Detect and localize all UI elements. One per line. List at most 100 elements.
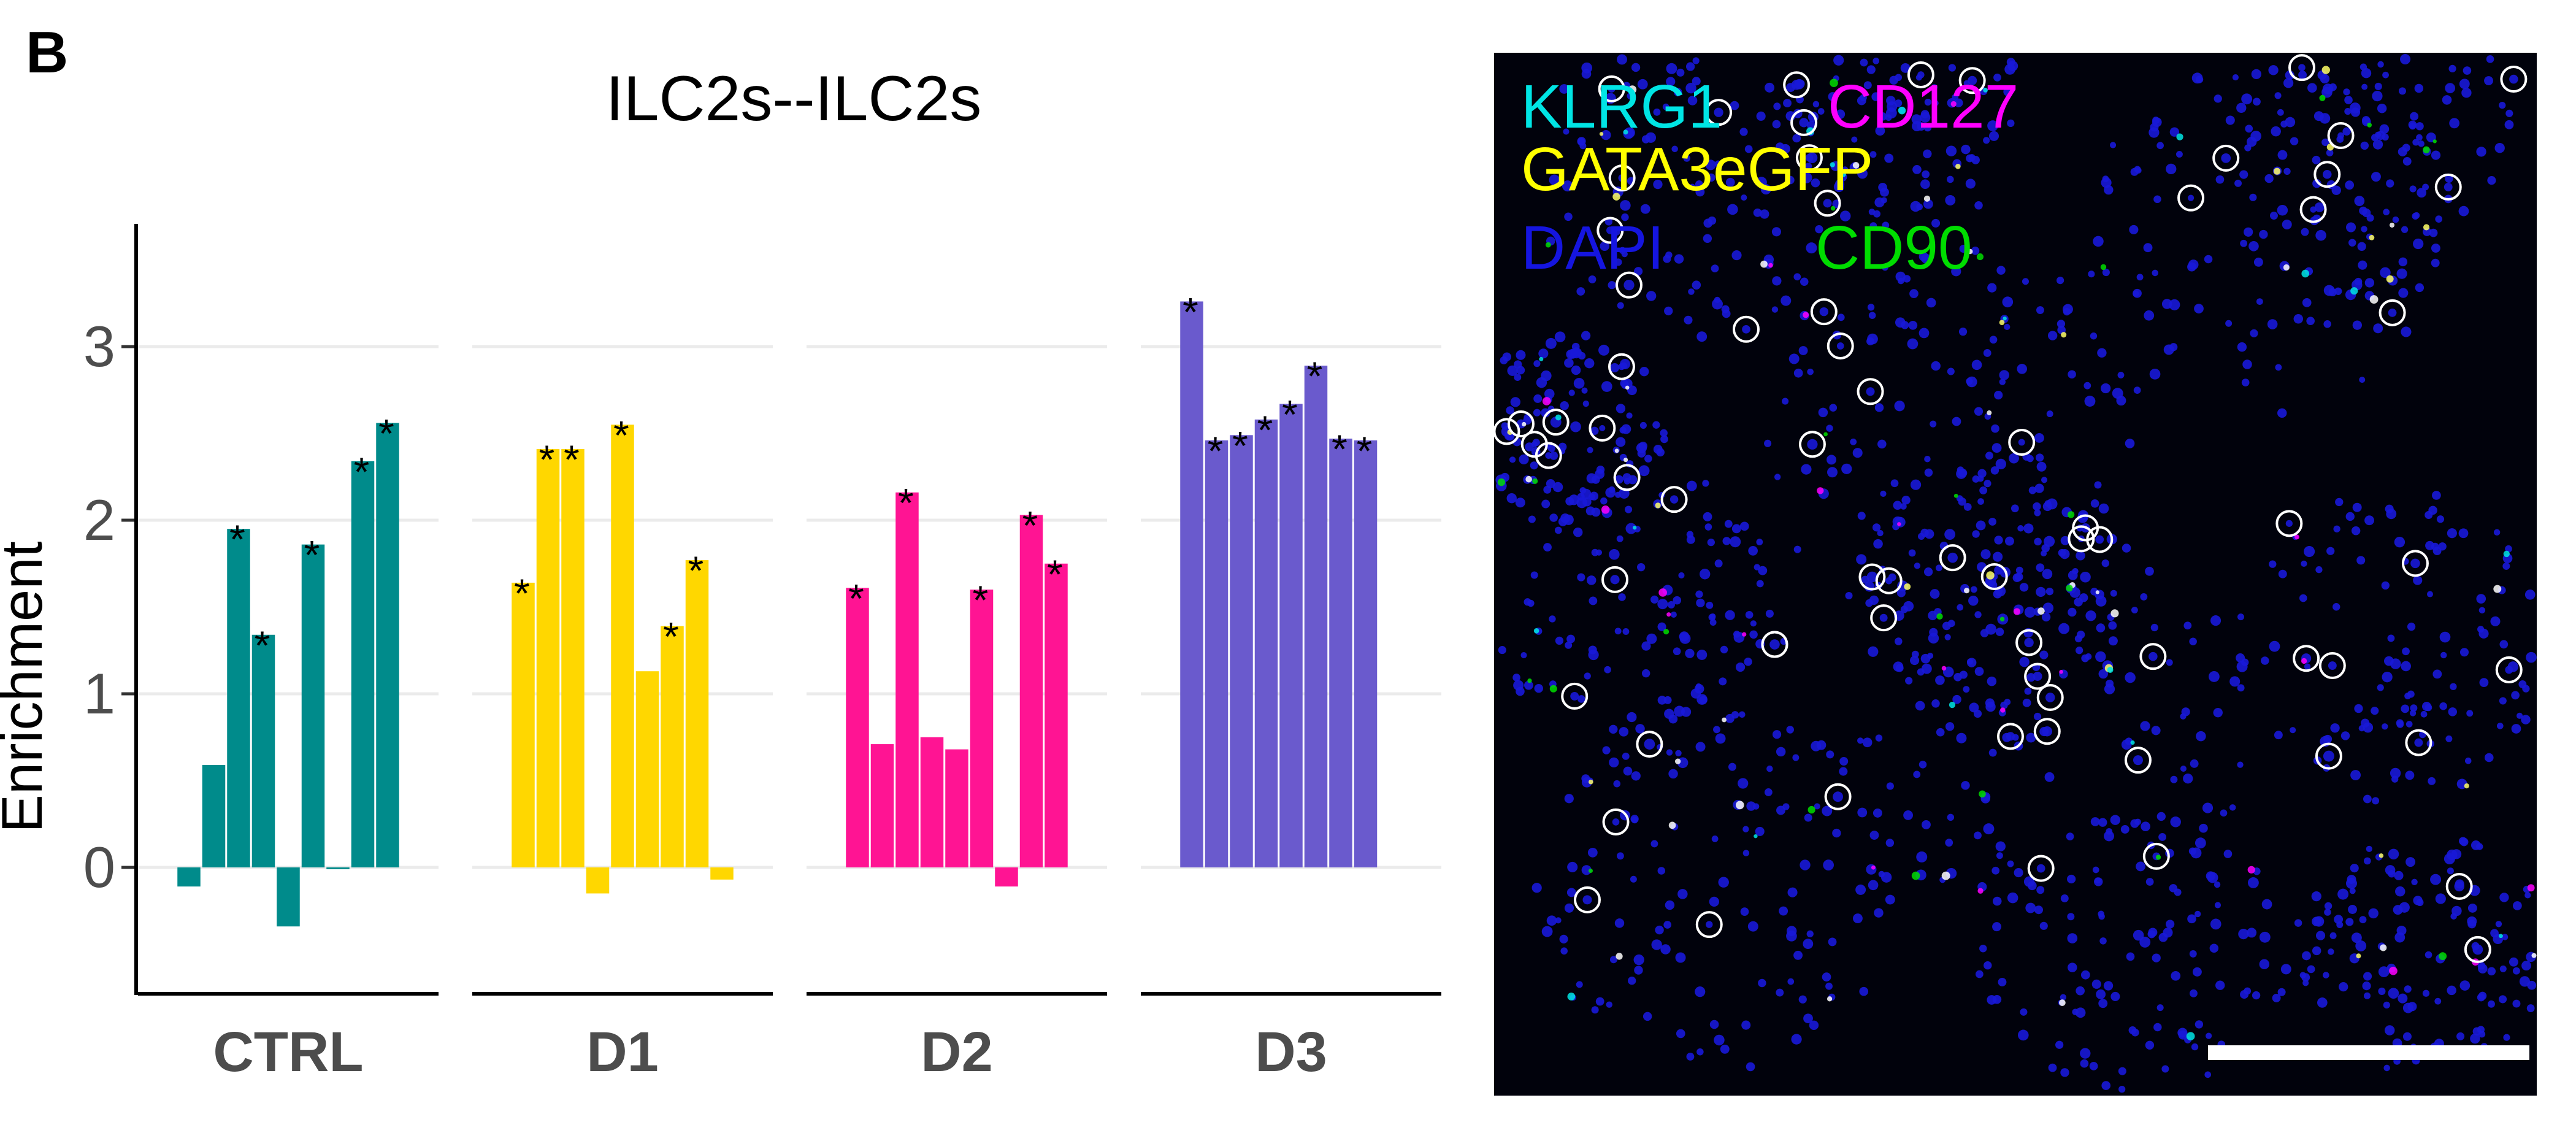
nucleus — [2006, 58, 2015, 67]
nucleus — [2033, 502, 2041, 511]
nucleus — [1547, 444, 1555, 452]
nucleus — [1983, 349, 1991, 357]
fluorescent-speck — [2059, 670, 2063, 674]
nucleus — [2402, 1032, 2412, 1041]
fluorescent-speck — [1923, 195, 1931, 202]
nucleus — [2431, 258, 2440, 267]
nucleus — [2072, 1008, 2079, 1015]
nucleus — [2415, 283, 2425, 293]
nucleus — [2034, 483, 2044, 493]
nucleus — [2339, 982, 2348, 992]
facet-ctrl: *****CTRL — [138, 345, 439, 1083]
nucleus — [1963, 686, 1970, 693]
nucleus — [1640, 204, 1650, 214]
nucleus — [2244, 144, 2252, 152]
nucleus — [1895, 271, 1906, 282]
nucleus — [2526, 651, 2537, 663]
nucleus — [2458, 206, 2469, 217]
nucleus — [1616, 404, 1626, 413]
nucleus — [2117, 371, 2125, 378]
nucleus — [1833, 182, 1844, 193]
nucleus — [1609, 956, 1617, 964]
nucleus — [2136, 274, 2144, 281]
nucleus — [2166, 163, 2177, 175]
nucleus — [2261, 656, 2269, 665]
nucleus — [1972, 475, 1980, 483]
bar — [1019, 515, 1043, 867]
fluorescent-speck — [2493, 585, 2502, 593]
nucleus — [2247, 928, 2257, 938]
facet-label: CTRL — [213, 1021, 363, 1083]
nucleus — [1877, 529, 1884, 537]
nucleus — [1776, 747, 1786, 757]
nucleus — [1653, 108, 1661, 116]
fluorescent-speck — [1614, 448, 1619, 453]
nucleus — [1599, 425, 1606, 431]
nucleus — [2253, 257, 2263, 267]
nucleus — [2060, 1068, 2069, 1077]
nucleus — [2363, 794, 2372, 804]
nucleus — [2358, 260, 2367, 270]
nucleus — [1807, 439, 1818, 450]
nucleus — [1853, 913, 1863, 924]
nucleus — [2442, 95, 2452, 105]
nucleus — [1506, 493, 1517, 504]
nucleus — [2451, 905, 2462, 916]
nucleus — [1627, 712, 1637, 723]
nucleus — [1833, 791, 1844, 802]
nucleus — [1857, 737, 1864, 744]
nucleus — [1807, 368, 1814, 375]
nucleus — [2348, 239, 2356, 247]
nucleus — [2036, 306, 2044, 314]
nucleus — [2343, 88, 2350, 96]
nucleus — [2317, 997, 2328, 1008]
nucleus — [2250, 329, 2258, 337]
bar — [351, 461, 375, 867]
nucleus — [1675, 750, 1682, 757]
nucleus — [1764, 788, 1773, 796]
nucleus — [2499, 640, 2509, 649]
nucleus — [1852, 448, 1863, 458]
nucleus — [1674, 254, 1684, 264]
nucleus — [1860, 58, 1868, 67]
nucleus — [1818, 407, 1828, 418]
nucleus — [2357, 242, 2366, 251]
nucleus — [1822, 805, 1833, 816]
fluorescent-speck — [2369, 234, 2375, 240]
nucleus — [1747, 921, 1758, 932]
cell-circle — [2288, 54, 2315, 82]
nucleus — [2478, 964, 2488, 974]
nucleus — [1573, 527, 1583, 537]
nucleus — [1616, 437, 1626, 447]
nucleus — [2283, 78, 2294, 88]
nucleus — [2395, 886, 2405, 897]
nucleus — [2509, 74, 2518, 84]
nucleus — [1742, 850, 1750, 856]
nucleus — [1543, 543, 1552, 551]
nucleus — [1758, 566, 1768, 575]
nucleus — [1692, 57, 1700, 64]
nucleus — [1627, 92, 1635, 100]
nucleus — [1857, 807, 1868, 818]
nucleus — [1559, 84, 1570, 94]
nucleus — [2097, 348, 2107, 358]
nucleus — [1924, 456, 1931, 463]
nucleus — [1660, 435, 1668, 444]
fluorescent-speck — [1852, 162, 1860, 169]
nucleus — [1711, 264, 1719, 273]
nucleus — [2190, 989, 2198, 997]
nucleus — [2046, 410, 2053, 418]
cell-circle — [1761, 631, 1788, 658]
nucleus — [2377, 61, 2384, 68]
nucleus — [2396, 925, 2407, 935]
fluorescent-speck — [2059, 999, 2066, 1006]
cell-circle — [2068, 525, 2095, 553]
bar — [1180, 301, 1203, 867]
nucleus — [1776, 988, 1784, 997]
nucleus — [2120, 824, 2129, 834]
nucleus — [1498, 646, 1506, 655]
bar — [1045, 563, 1068, 867]
nucleus — [2110, 991, 2120, 1001]
nucleus — [1917, 668, 1925, 676]
nucleus — [1644, 739, 1655, 750]
